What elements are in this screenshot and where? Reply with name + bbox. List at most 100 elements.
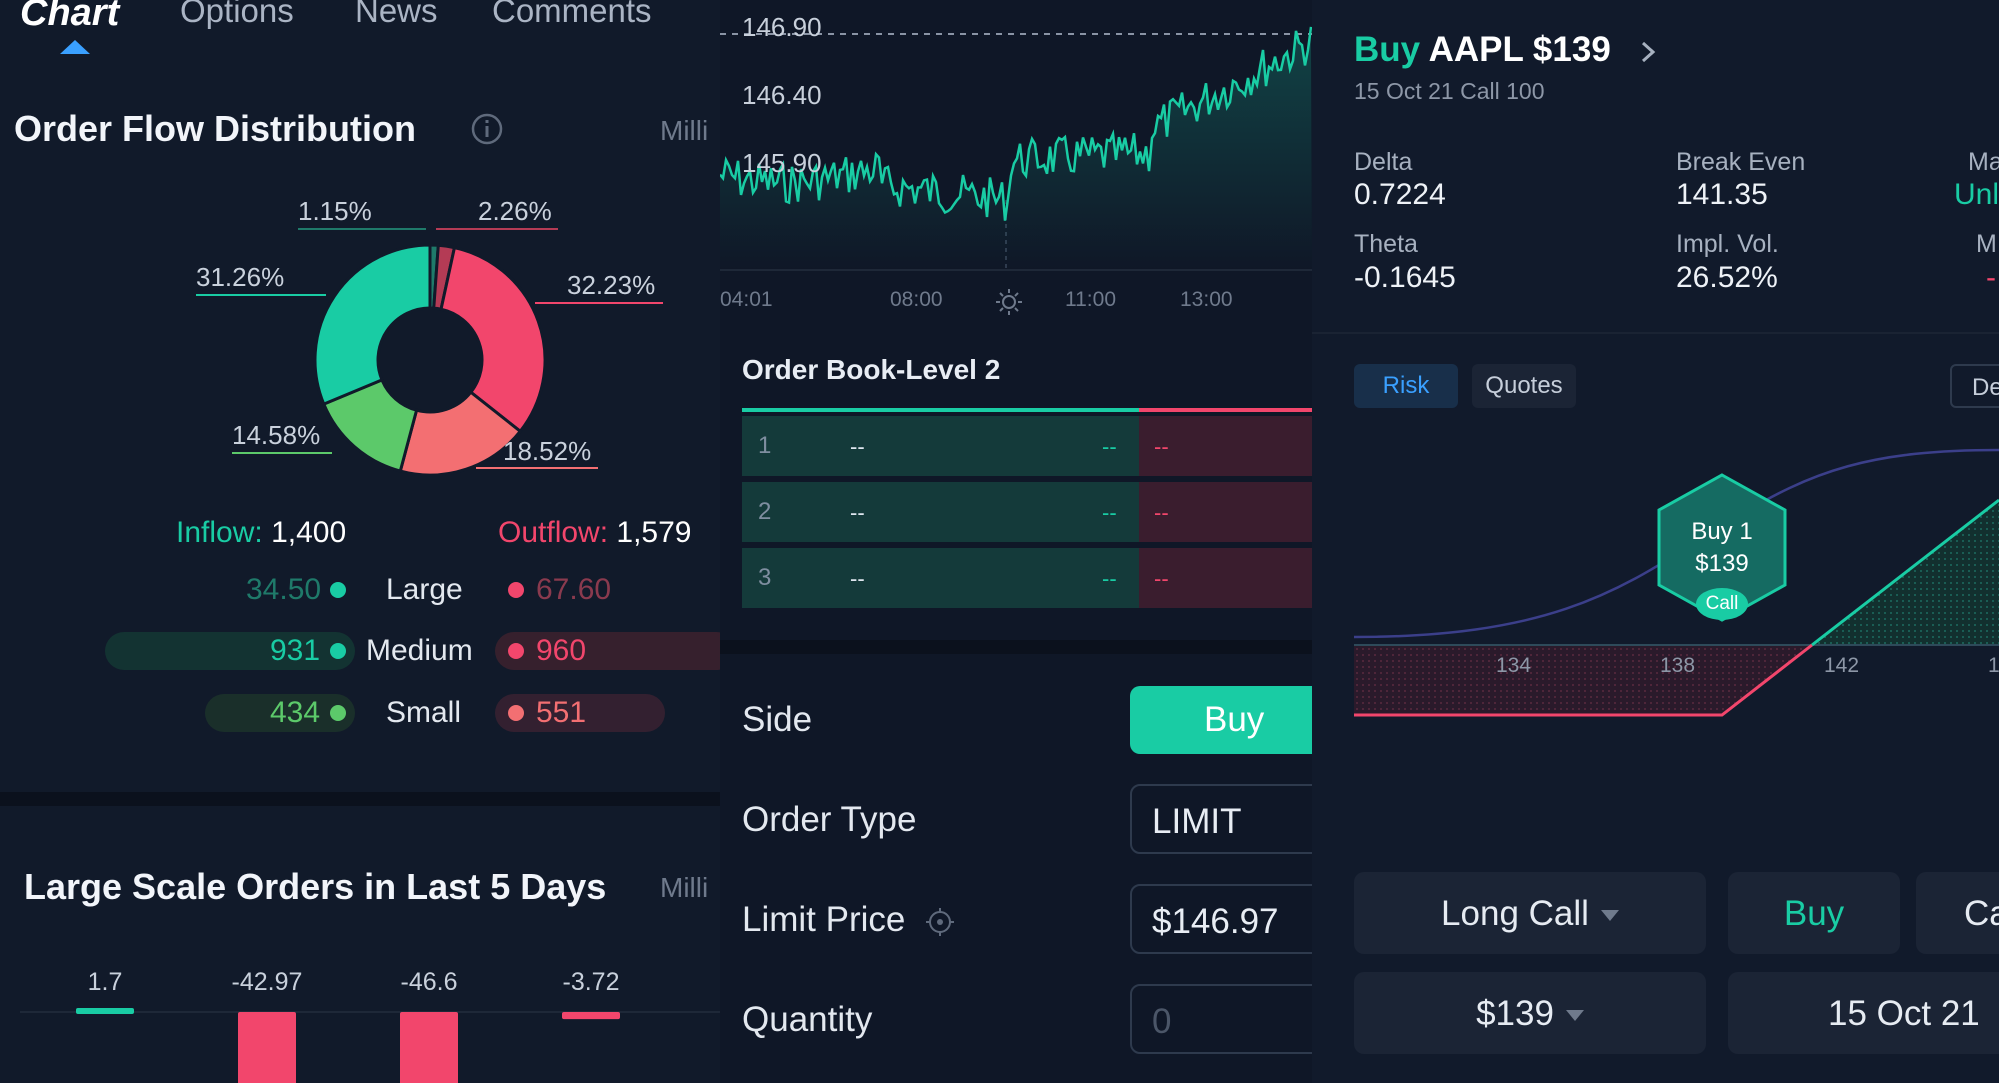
break-even-label: Break Even (1676, 148, 1806, 176)
large-order-value-1: 1.7 (88, 968, 123, 996)
large-order-bar-2[interactable] (238, 1012, 296, 1083)
limit-price-input[interactable]: $146.97 (1130, 884, 1312, 954)
donut-label-1: 1.15% (298, 196, 372, 226)
inflow-dot (330, 643, 346, 659)
donut-slice-3[interactable] (439, 245, 547, 434)
donut-label-5: 14.58% (232, 420, 321, 450)
quantity-input[interactable]: 0 (1130, 984, 1312, 1054)
price-axis-label: 146.90 (742, 12, 822, 42)
tab-chart[interactable]: Chart (20, 0, 120, 34)
small-label: Small (386, 696, 462, 729)
strike-axis-label: 138 (1660, 654, 1696, 677)
large-orders-unit: Milli (660, 872, 709, 903)
large-outflow: 67.60 (536, 573, 612, 606)
medium-outflow: 960 (536, 634, 587, 667)
time-axis-label: 08:00 (890, 288, 943, 311)
outflow-summary: Outflow: 1,579 (498, 516, 691, 550)
large-label: Large (386, 573, 463, 606)
info-icon[interactable] (470, 112, 504, 146)
call-toggle[interactable]: Ca (1916, 872, 1999, 954)
donut-label-6: 31.26% (196, 262, 285, 292)
section-divider (0, 792, 720, 806)
order-flow-panel: Chart Options News Comments Order Flow D… (0, 0, 720, 1083)
option-header[interactable]: Buy AAPL $139 (1354, 30, 1661, 70)
outflow-label: Outflow: (498, 516, 609, 549)
donut-label-3: 32.23% (567, 270, 656, 300)
strike-axis-label: 134 (1496, 654, 1532, 677)
order-book-row[interactable]: 2 -- -- -- (742, 482, 1312, 542)
quantity-label: Quantity (742, 1000, 873, 1039)
medium-inflow: 931 (270, 634, 321, 667)
limit-price-label-group: Limit Price (742, 900, 955, 940)
tab-quotes[interactable]: Quotes (1472, 364, 1576, 408)
side-buy-button[interactable]: Buy (1130, 686, 1312, 754)
payoff-profit-line (1811, 498, 1999, 647)
max-loss-label: M (1976, 230, 1997, 258)
inflow-dot (330, 582, 346, 598)
theta-value: -0.1645 (1354, 261, 1456, 294)
order-type-select[interactable]: LIMIT (1130, 784, 1312, 854)
outflow-value: 1,579 (616, 516, 692, 549)
delta-label: Delta (1354, 148, 1413, 176)
max-profit-label: Ma (1968, 148, 1999, 176)
trade-panel: 146.90 146.40 145.90 04:01 08:00 11:00 1… (720, 0, 1312, 1083)
marker-badge: Call (1705, 593, 1739, 614)
crosshair-icon[interactable] (925, 907, 955, 937)
large-order-bar-3[interactable] (400, 1012, 458, 1083)
buy-toggle[interactable]: Buy (1728, 872, 1900, 954)
strike-select[interactable]: $139 (1354, 972, 1706, 1054)
impl-vol-label: Impl. Vol. (1676, 230, 1779, 258)
donut-slice-6[interactable] (313, 243, 432, 407)
order-flow-title: Order Flow Distribution (14, 108, 416, 149)
tab-comments[interactable]: Comments (492, 0, 652, 29)
donut-leader-3 (535, 302, 663, 304)
strategy-select[interactable]: Long Call (1354, 872, 1706, 954)
tab-details[interactable]: De (1950, 364, 1999, 408)
time-axis-label: 11:00 (1065, 288, 1116, 311)
order-book-row[interactable]: 3 -- -- -- (742, 548, 1312, 608)
option-symbol: AAPL $139 (1428, 30, 1611, 69)
max-profit-value: Unl (1954, 178, 1999, 211)
donut-leader-4 (476, 467, 598, 469)
donut-leader-1 (298, 228, 426, 230)
large-inflow: 34.50 (246, 573, 322, 606)
chevron-down-icon (1600, 910, 1619, 922)
order-book-row[interactable]: 1 -- -- -- (742, 416, 1312, 476)
donut-label-4: 18.52% (503, 436, 592, 466)
inflow-dot (330, 705, 346, 721)
loss-region (1354, 645, 1812, 715)
price-chart[interactable] (720, 0, 1312, 330)
price-axis-label: 145.90 (742, 148, 822, 178)
position-marker[interactable] (1652, 470, 1792, 630)
theta-label: Theta (1354, 230, 1418, 258)
order-flow-donut (313, 243, 547, 477)
tab-news[interactable]: News (355, 0, 438, 29)
marker-line-1: Buy 1 (1691, 518, 1753, 545)
divider (1312, 332, 1999, 334)
large-order-value-3: -46.6 (401, 968, 458, 996)
order-type-label: Order Type (742, 800, 917, 839)
tab-options[interactable]: Options (180, 0, 294, 29)
donut-leader-6 (196, 294, 326, 296)
price-area (720, 26, 1312, 271)
bid-bar (742, 408, 1139, 412)
large-order-bar-4[interactable] (562, 1012, 620, 1020)
tab-risk[interactable]: Risk (1354, 364, 1458, 408)
expiry-select[interactable]: 15 Oct 21 (1728, 972, 1999, 1054)
large-orders-chart: 1.7 -42.97 -46.6 -3.72 (20, 968, 720, 1083)
inflow-value: 1,400 (271, 516, 347, 549)
ask-bar (1139, 408, 1312, 412)
large-order-bar-1[interactable] (76, 1008, 134, 1014)
outflow-dot (508, 643, 524, 659)
small-inflow: 434 (270, 696, 321, 729)
medium-inflow-bar (105, 632, 355, 670)
side-label: Side (742, 700, 813, 739)
option-subtitle: 15 Oct 21 Call 100 (1354, 78, 1545, 104)
order-book-title: Order Book-Level 2 (742, 354, 1001, 385)
max-loss-value: - (1986, 261, 1996, 294)
delta-value: 0.7224 (1354, 178, 1446, 211)
chevron-down-icon (1565, 1010, 1584, 1022)
price-line (720, 26, 1312, 221)
large-order-value-4: -3.72 (563, 968, 620, 996)
inflow-label: Inflow: (176, 516, 263, 549)
